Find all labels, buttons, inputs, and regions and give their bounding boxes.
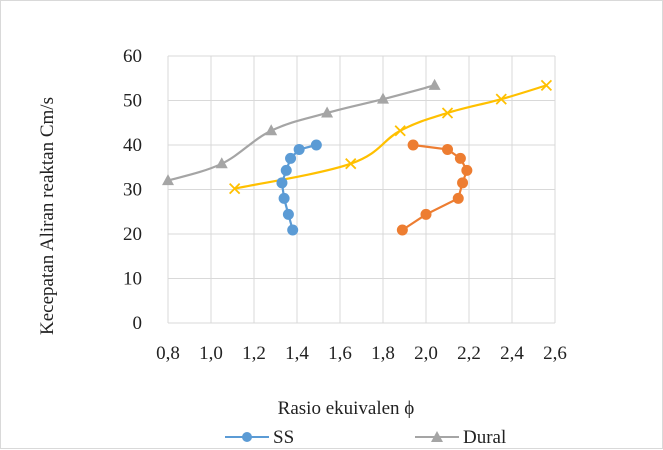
legend-label-dural: Dural bbox=[463, 427, 506, 448]
x-tick-label: 1,0 bbox=[199, 343, 223, 364]
data-point bbox=[454, 152, 466, 164]
x-tick-label: 2,6 bbox=[543, 343, 567, 364]
data-point bbox=[229, 182, 241, 195]
legend: SS Dural bbox=[225, 427, 506, 448]
y-tick-label: 40 bbox=[123, 135, 142, 156]
legend-marker-ss bbox=[242, 432, 252, 442]
y-tick-labels: 0 10 20 30 40 50 60 bbox=[123, 46, 142, 334]
legend-label-ss: SS bbox=[273, 427, 294, 448]
data-point bbox=[461, 164, 473, 176]
data-point bbox=[287, 224, 299, 236]
y-tick-label: 30 bbox=[123, 180, 142, 201]
series-lines bbox=[167, 84, 547, 231]
y-tick-label: 50 bbox=[123, 91, 142, 112]
x-tick-label: 1,6 bbox=[328, 343, 352, 364]
x-axis-title: Rasio ekuivalen ϕ bbox=[278, 398, 415, 419]
data-point bbox=[345, 158, 357, 170]
data-point bbox=[396, 224, 408, 236]
data-point bbox=[377, 92, 389, 104]
data-point bbox=[265, 124, 278, 136]
data-point bbox=[394, 125, 406, 137]
series-line-2 bbox=[167, 84, 435, 182]
data-point bbox=[420, 208, 432, 220]
y-tick-label: 10 bbox=[123, 269, 142, 290]
x-tick-label: 1,4 bbox=[285, 343, 309, 364]
data-point bbox=[278, 192, 290, 204]
x-tick-label: 1,2 bbox=[242, 343, 266, 364]
data-point bbox=[495, 93, 507, 105]
data-point bbox=[282, 208, 294, 220]
data-point bbox=[452, 192, 464, 204]
data-point bbox=[428, 78, 441, 90]
y-tick-label: 20 bbox=[123, 224, 142, 245]
x-tick-labels: 0,8 1,0 1,2 1,4 1,6 1,8 2,0 2,2 2,4 2,6 bbox=[156, 343, 567, 364]
legend-entry-dural: Dural bbox=[415, 427, 506, 448]
x-tick-label: 0,8 bbox=[156, 343, 180, 364]
legend-marker-dural bbox=[431, 431, 443, 442]
data-point bbox=[540, 79, 553, 92]
data-point bbox=[407, 139, 419, 151]
data-point bbox=[310, 139, 322, 151]
x-tick-label: 2,0 bbox=[414, 343, 438, 364]
series-markers bbox=[162, 78, 553, 236]
y-tick-label: 60 bbox=[123, 46, 142, 67]
x-tick-label: 2,4 bbox=[500, 343, 524, 364]
data-point bbox=[442, 143, 453, 155]
data-point bbox=[293, 143, 305, 155]
data-point bbox=[280, 164, 292, 176]
x-tick-label: 2,2 bbox=[457, 343, 481, 364]
data-point bbox=[457, 177, 469, 189]
y-axis-title: Kecepatan Aliran reaktan Cm/s bbox=[37, 97, 58, 335]
data-point bbox=[276, 177, 288, 189]
x-tick-label: 1,8 bbox=[371, 343, 395, 364]
data-point bbox=[215, 157, 228, 169]
data-point bbox=[285, 152, 297, 164]
data-point bbox=[321, 106, 334, 118]
data-point bbox=[441, 107, 454, 119]
data-point bbox=[162, 174, 174, 186]
legend-entry-ss: SS bbox=[225, 427, 294, 448]
y-tick-label: 0 bbox=[133, 313, 143, 334]
